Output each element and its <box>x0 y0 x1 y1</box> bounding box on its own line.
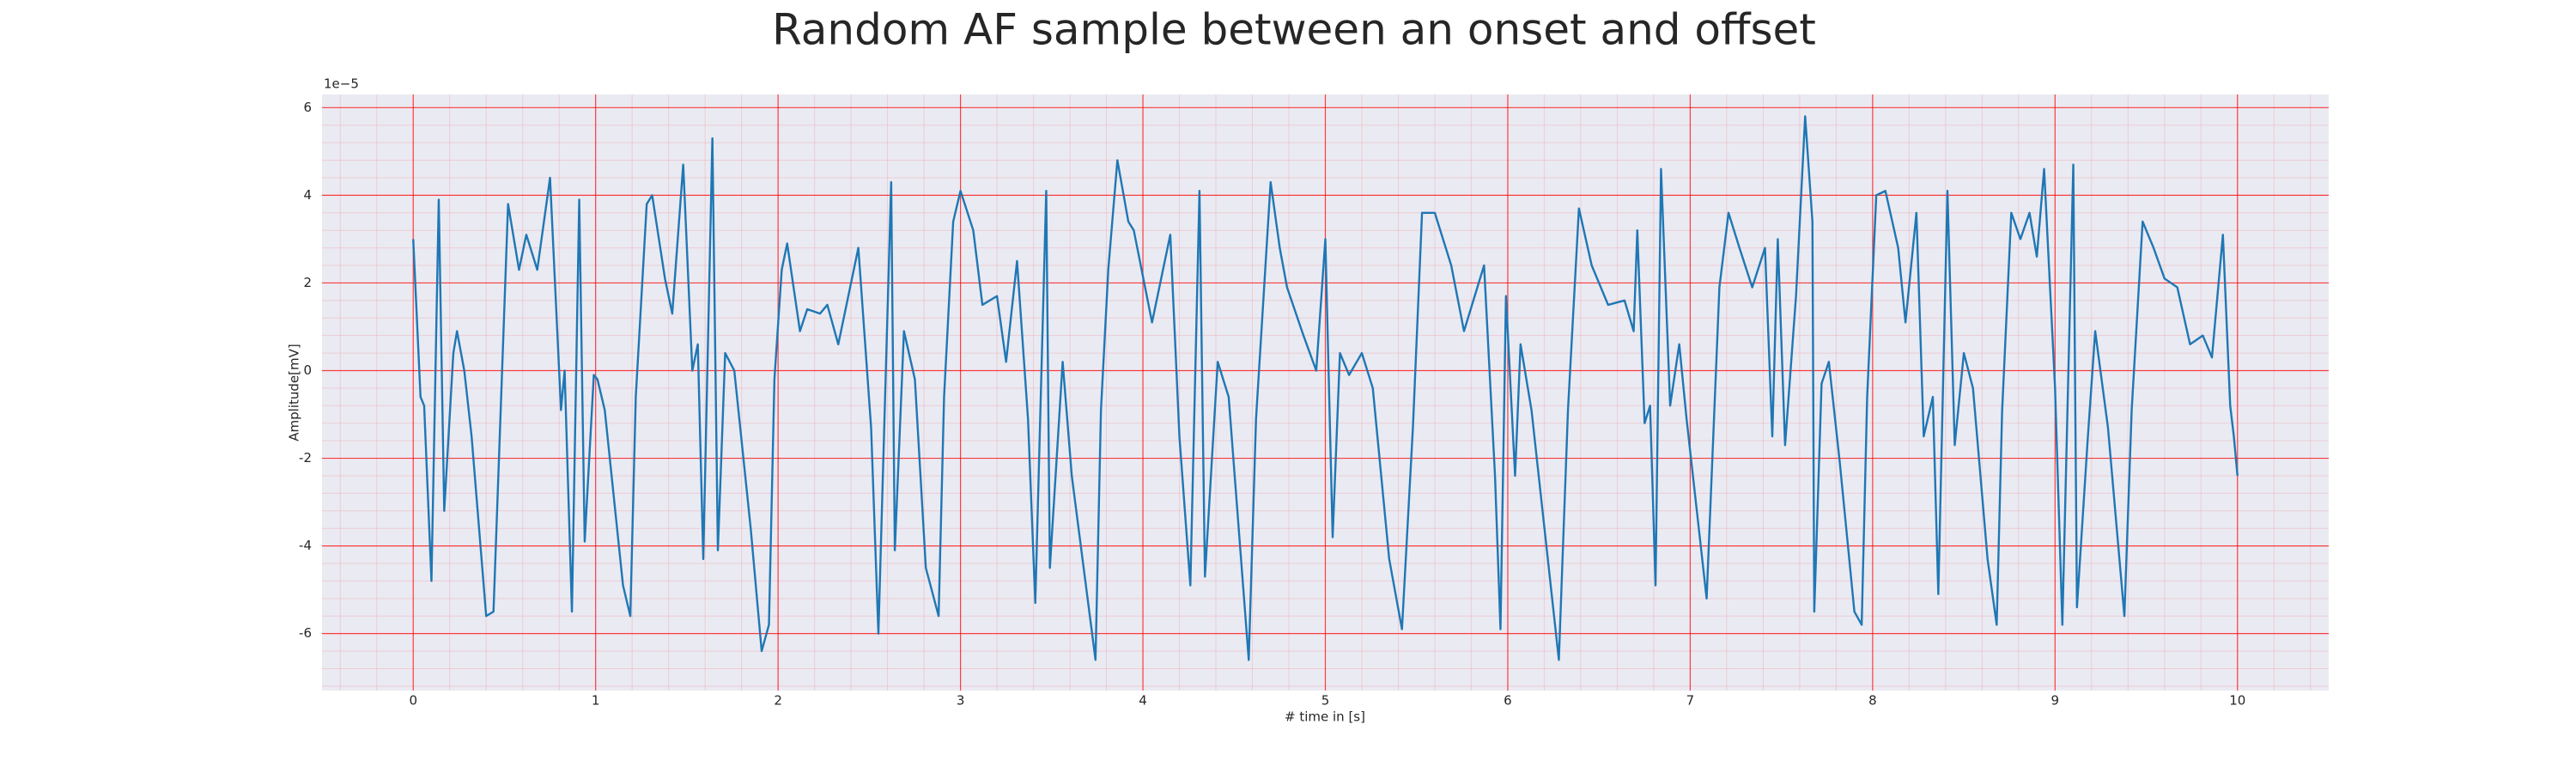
x-tick-label: 2 <box>774 693 782 709</box>
x-tick-label: 8 <box>1868 693 1877 709</box>
y-tick-label: 4 <box>303 187 312 203</box>
y-offset-label: 1e−5 <box>324 76 359 92</box>
x-axis-label: # time in [s] <box>1285 709 1365 725</box>
y-tick-label: -4 <box>299 538 312 553</box>
y-tick-label: 0 <box>303 362 312 378</box>
marks <box>412 115 2239 661</box>
x-tick-label: 0 <box>409 693 417 709</box>
x-tick-label: 6 <box>1504 693 1512 709</box>
chart-title: Random AF sample between an onset and of… <box>772 5 1816 55</box>
y-tick-label: 2 <box>303 275 312 290</box>
x-tick-label: 1 <box>592 693 600 709</box>
y-tick-label: 6 <box>303 100 312 115</box>
y-tick-label: -2 <box>299 450 312 466</box>
x-tick-label: 7 <box>1686 693 1695 709</box>
y-axis-label: Amplitude[mV] <box>287 344 302 441</box>
x-tick-label: 3 <box>957 693 965 709</box>
x-tick-label: 5 <box>1321 693 1330 709</box>
y-tick-label: -6 <box>299 625 312 641</box>
data-line <box>412 115 2239 661</box>
x-tick-label: 10 <box>2229 693 2245 709</box>
x-tick-label: 9 <box>2051 693 2060 709</box>
x-tick-label: 4 <box>1139 693 1147 709</box>
